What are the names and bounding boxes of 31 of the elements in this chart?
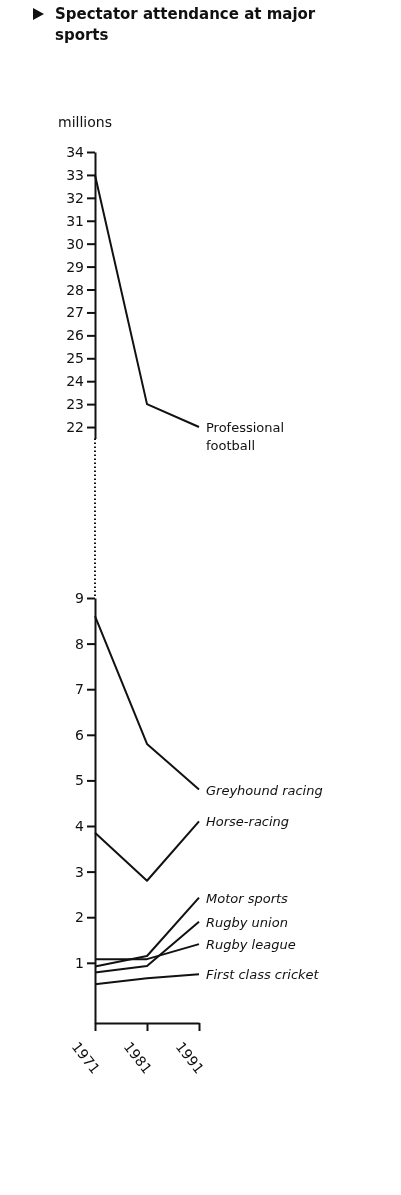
y-tick-label: 22	[66, 419, 84, 436]
y-tick-label: 7	[75, 681, 84, 698]
y-tick-label: 8	[75, 635, 84, 652]
y-tick-label: 1	[75, 954, 84, 971]
y-tick-label: 5	[75, 772, 84, 789]
series-label: Greyhound racing	[206, 782, 323, 798]
chart-title: Spectator attendance at major sports	[55, 5, 316, 44]
y-tick-label: 23	[66, 396, 84, 413]
y-tick-label: 30	[66, 235, 84, 252]
y-tick-label: 33	[66, 166, 84, 183]
series-label: Professional football	[206, 420, 285, 454]
series-label: Motor sports	[206, 890, 289, 906]
y-tick-label: 4	[75, 817, 85, 834]
y-tick-label: 24	[66, 373, 85, 390]
y-tick-label: 6	[75, 726, 85, 743]
y-tick-label: 34	[66, 143, 85, 160]
series-label: Horse-racing	[206, 814, 290, 830]
y-tick-label: 31	[66, 212, 84, 229]
y-tick-label: 3	[75, 863, 84, 880]
series-label: First class cricket	[206, 967, 320, 983]
y-tick-label: 28	[66, 281, 84, 298]
y-axis-title: millions	[58, 114, 112, 130]
y-tick-label: 27	[66, 304, 84, 321]
series-label: Rugby league	[206, 937, 296, 953]
series-label: Rugby union	[206, 914, 288, 930]
y-tick-label: 9	[75, 589, 84, 606]
y-tick-label: 32	[66, 189, 84, 206]
y-tick-label: 2	[75, 909, 84, 926]
y-tick-label: 26	[66, 327, 85, 344]
y-tick-label: 29	[66, 258, 84, 275]
y-tick-label: 25	[66, 350, 84, 367]
